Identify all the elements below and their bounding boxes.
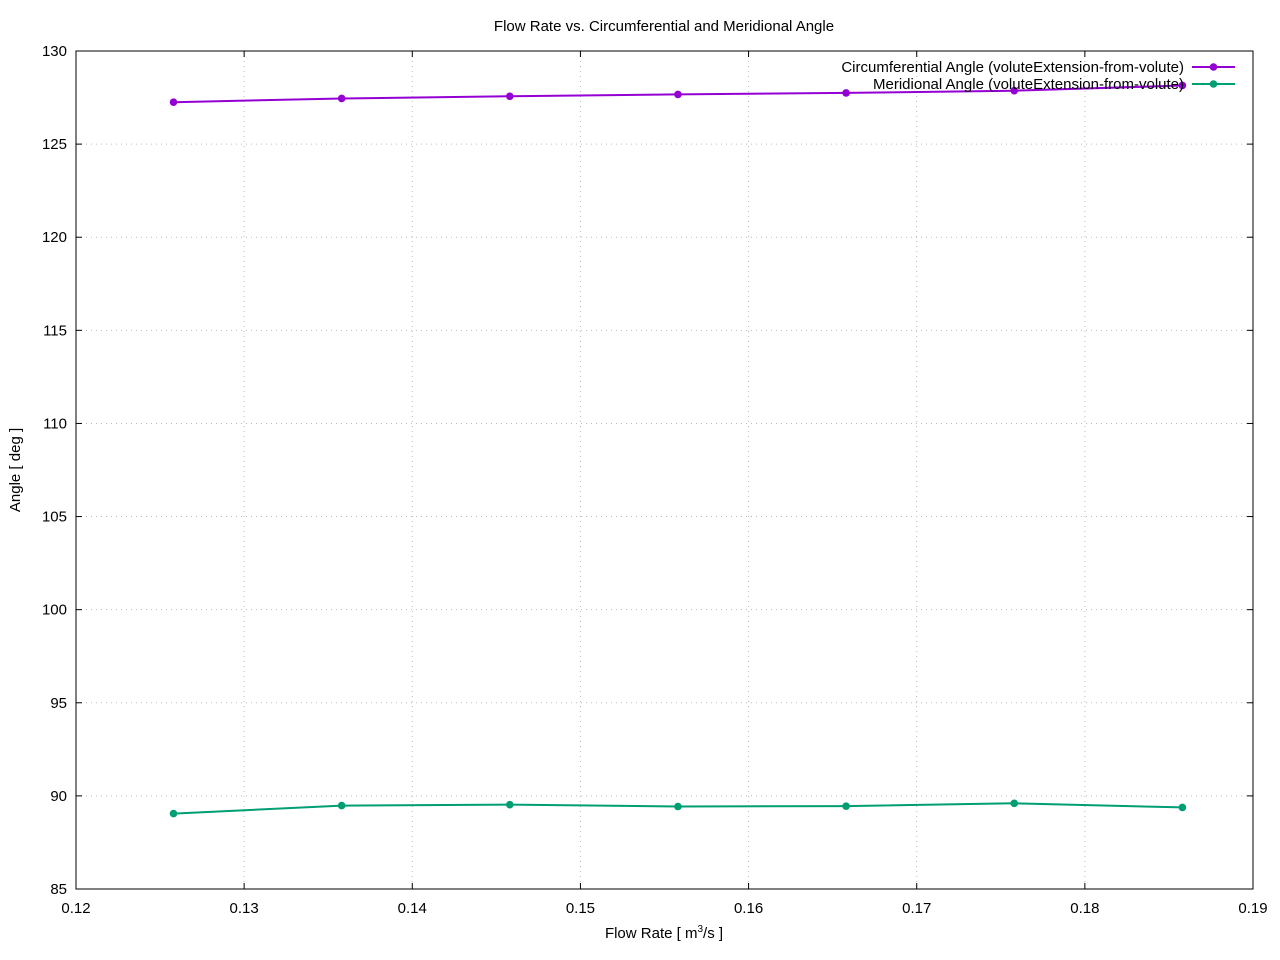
x-tick-label: 0.12 xyxy=(61,900,90,917)
x-tick-label: 0.15 xyxy=(566,900,595,917)
data-point xyxy=(169,98,178,107)
y-tick-label: 130 xyxy=(42,43,67,60)
data-point xyxy=(1178,803,1187,812)
axis-ticks: 0.12 0.13 0.14 0.15 0.16 0.17 0.18 0.19 85 90 95 10… xyxy=(42,43,1268,917)
y-tick-label: 115 xyxy=(43,322,67,339)
data-point xyxy=(842,89,850,97)
y-tick-label: 90 xyxy=(50,788,67,805)
x-tick-label: 0.19 xyxy=(1238,900,1267,917)
legend: Circumferential Angle (voluteExtension-f… xyxy=(841,59,1235,93)
data-point xyxy=(506,92,514,101)
data-point xyxy=(1010,86,1019,95)
x-tick-label: 0.18 xyxy=(1070,900,1099,917)
x-axis-label-superscript: 3 xyxy=(697,924,703,935)
plot-frame xyxy=(75,50,1254,890)
data-point xyxy=(674,90,682,99)
x-tick-label: 0.16 xyxy=(734,900,763,917)
y-tick-label: 105 xyxy=(42,509,67,526)
y-tick-label: 95 xyxy=(50,695,67,712)
data-point xyxy=(1178,81,1187,90)
data-point xyxy=(842,802,850,810)
x-tick-label: 0.13 xyxy=(230,900,259,917)
grid xyxy=(76,51,1253,889)
chart-title: Flow Rate vs. Circumferential and Meridi… xyxy=(494,18,834,35)
y-tick-label: 125 xyxy=(42,136,67,153)
x-axis-label: Flow Rate [ m3/s ] xyxy=(605,924,723,942)
legend-label: Circumferential Angle (voluteExtension-f… xyxy=(841,59,1184,76)
y-tick-label: 100 xyxy=(42,602,67,619)
y-tick-label: 120 xyxy=(42,229,67,246)
data-point xyxy=(674,802,682,811)
x-tick-label: 0.14 xyxy=(398,900,427,917)
legend-swatch-point xyxy=(1209,63,1218,71)
data-point xyxy=(169,809,178,818)
series-layer xyxy=(169,81,1187,818)
x-axis-label-main: Flow Rate [ m xyxy=(605,925,698,942)
legend-swatch-point xyxy=(1209,80,1218,88)
legend-label: Meridional Angle (voluteExtension-from-v… xyxy=(873,76,1184,93)
x-tick-label: 0.17 xyxy=(902,900,931,917)
data-point xyxy=(506,800,514,809)
data-point xyxy=(337,94,346,103)
y-axis-label: Angle [ deg ] xyxy=(7,428,24,512)
y-tick-label: 85 xyxy=(50,881,67,898)
data-point xyxy=(1010,799,1019,808)
x-axis-label-tail: /s ] xyxy=(703,925,723,942)
y-tick-label: 110 xyxy=(43,415,67,432)
data-point xyxy=(337,801,346,810)
